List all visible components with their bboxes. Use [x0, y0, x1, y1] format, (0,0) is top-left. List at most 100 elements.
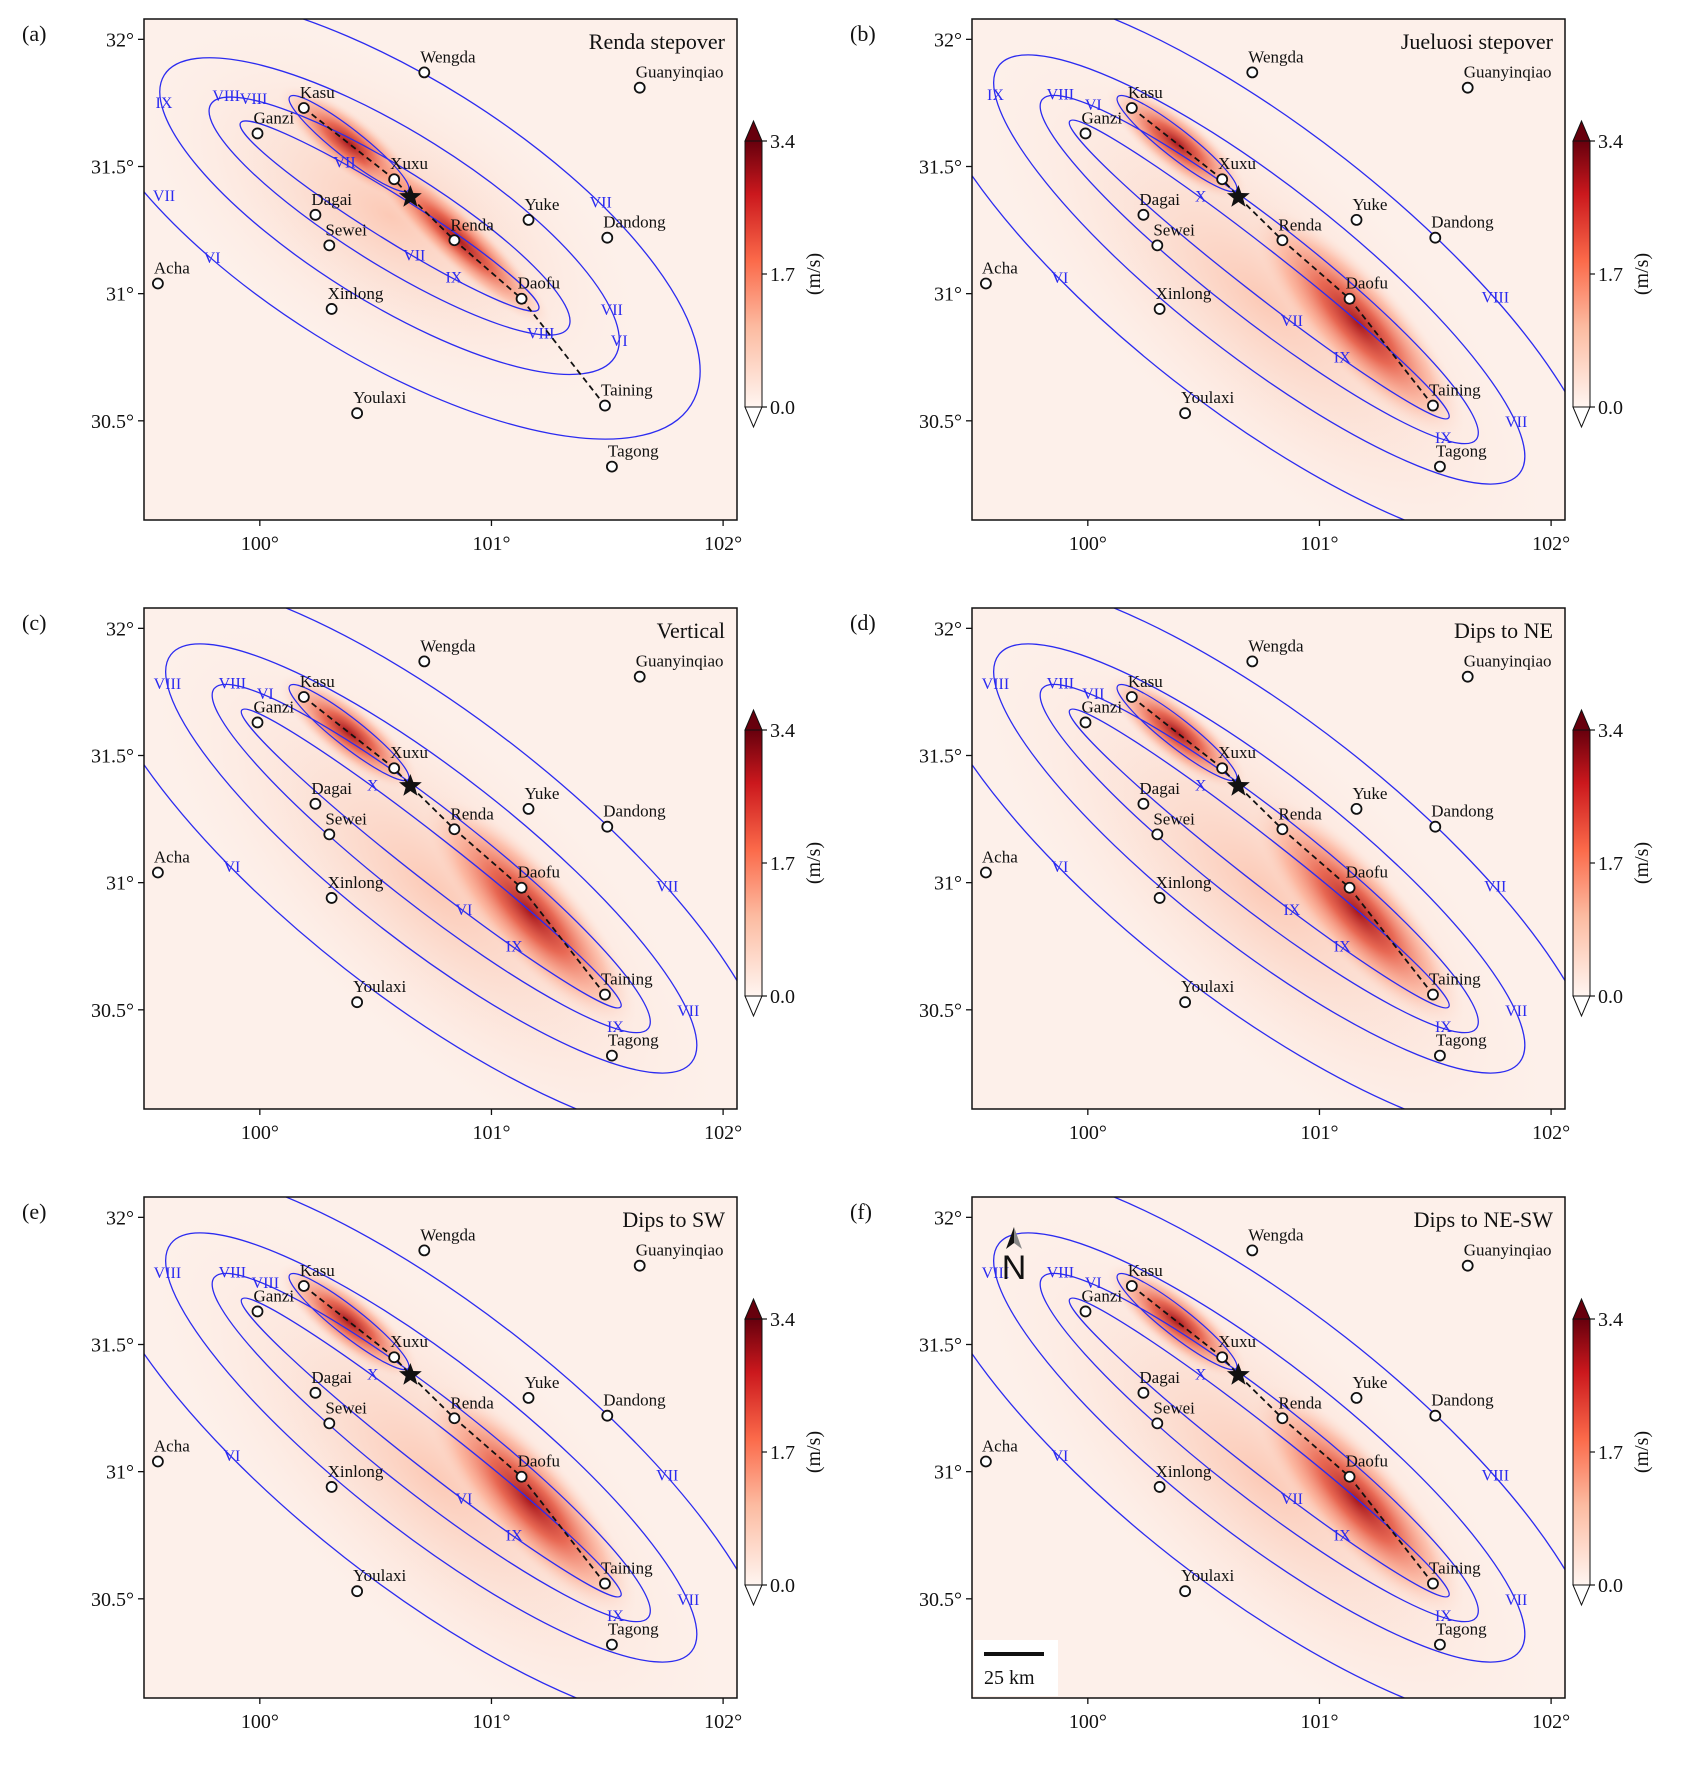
town-marker — [251, 716, 264, 729]
y-tick-label: 31.5° — [91, 746, 134, 768]
contour-label: VI — [224, 859, 241, 876]
contour-label: VII — [1281, 313, 1303, 330]
contour-label: VII — [153, 188, 175, 205]
town-label: Daofu — [518, 1452, 561, 1471]
town-label: Acha — [154, 258, 190, 277]
town-label: Guanyinqiao — [1464, 63, 1552, 82]
panel-title: Renda stepover — [589, 29, 726, 54]
town-marker — [323, 239, 336, 252]
town-label: Yuke — [525, 784, 560, 803]
town-marker — [1216, 762, 1229, 775]
town-label: Renda — [1278, 804, 1322, 823]
town-marker — [1179, 407, 1192, 420]
x-tick-label: 102° — [704, 1711, 742, 1733]
town-marker — [1461, 1259, 1474, 1272]
contour-label: VII — [1505, 1003, 1527, 1020]
town-label: Guanyinqiao — [1464, 652, 1552, 671]
colorbar-tick-label: 0.0 — [1598, 1575, 1623, 1597]
intensity-contour — [972, 19, 1565, 520]
town-label: Dagai — [1139, 190, 1180, 209]
intensity-contour — [1068, 119, 1450, 420]
town-marker — [1276, 234, 1289, 247]
contour-label: VII — [1505, 1592, 1527, 1609]
x-tick-label: 101° — [472, 1122, 510, 1144]
town-marker — [606, 1638, 618, 1651]
town-marker — [325, 1481, 338, 1493]
intensity-contour — [239, 120, 540, 312]
contour-label: VI — [455, 1491, 472, 1508]
contour-label: VIII — [1047, 87, 1075, 104]
town-label: Xinlong — [328, 1462, 384, 1481]
intensity-contour — [993, 1232, 1526, 1663]
town-marker — [388, 1351, 401, 1364]
town-label: Wengda — [1248, 47, 1304, 66]
town-marker — [979, 866, 992, 879]
town-marker — [1079, 127, 1092, 140]
town-label: Dagai — [311, 1368, 352, 1387]
town-marker — [601, 231, 614, 244]
contour-label: VIII — [219, 1265, 247, 1282]
intensity-contour — [211, 1272, 651, 1623]
contour-label: VI — [257, 686, 274, 703]
x-tick-label: 102° — [704, 533, 742, 555]
intensity-contour — [1116, 683, 1238, 782]
town-label: Yuke — [1353, 784, 1388, 803]
town-label: Dagai — [311, 190, 352, 209]
y-tick-label: 31° — [106, 873, 134, 895]
intensity-contour — [1039, 683, 1479, 1034]
map-area: IX VIII VII VI X IX IX VIII VII VI Kasu Ganzi Xuxu Da… — [972, 19, 1565, 520]
intensity-contour — [144, 608, 737, 1109]
colorbar-extend-top — [744, 708, 763, 731]
contour-label: IX — [987, 87, 1004, 104]
map-frame — [971, 1196, 1566, 1699]
town-label: Sewei — [325, 1398, 367, 1417]
intensity-contour — [165, 1232, 698, 1663]
town-label: Youlaxi — [1181, 1566, 1234, 1585]
contour-label: VII — [656, 1468, 678, 1485]
x-tick-label: 102° — [1532, 1711, 1570, 1733]
intensity-contour — [208, 96, 571, 336]
town-label: Dandong — [603, 213, 666, 232]
x-tick-label: 102° — [1532, 533, 1570, 555]
shaking-glow — [1249, 795, 1466, 1029]
town-label: Kasu — [300, 1261, 335, 1280]
town-label: Ganzi — [1082, 697, 1123, 716]
colorbar-extend-bottom — [744, 406, 763, 429]
shaking-glow — [1106, 674, 1248, 792]
town-label: Ganzi — [254, 108, 295, 127]
town-label: Ganzi — [254, 697, 295, 716]
town-label: Taining — [601, 381, 653, 400]
shaking-glow — [421, 795, 638, 1029]
intensity-contour — [972, 608, 1565, 1109]
town-label: Daofu — [518, 274, 561, 293]
epicenter — [1226, 185, 1250, 207]
intensity-contour — [165, 643, 698, 1074]
y-tick-label: 30.5° — [919, 1000, 962, 1022]
intensity-contour — [211, 683, 651, 1034]
shaking-glow — [278, 674, 420, 792]
town-label: Tagong — [608, 1031, 659, 1050]
town-label: Ganzi — [254, 1286, 295, 1305]
contour-label: VII — [1281, 1491, 1303, 1508]
town-label: Xinlong — [328, 284, 384, 303]
town-marker — [418, 655, 431, 668]
contour-label: VIII — [154, 676, 182, 693]
town-marker — [1079, 1305, 1092, 1318]
y-tick-label: 30.5° — [919, 411, 962, 433]
contour-label: VII — [1484, 879, 1506, 896]
contour-label: IX — [1334, 1527, 1351, 1544]
town-label: Wengda — [420, 636, 476, 655]
town-label: Ganzi — [1082, 1286, 1123, 1305]
contour-label: IX — [1283, 902, 1300, 919]
town-label: Guanyinqiao — [1464, 1241, 1552, 1260]
fault-trace — [303, 107, 606, 407]
town-label: Taining — [1429, 970, 1481, 989]
contour-label: VI — [1052, 270, 1069, 287]
town-label: Dandong — [603, 1391, 666, 1410]
town-label: Youlaxi — [1181, 388, 1234, 407]
contour-label: IX — [607, 1608, 624, 1625]
x-tick-label: 100° — [241, 1711, 279, 1733]
x-tick-label: 101° — [472, 1711, 510, 1733]
panel-title: Dips to NE — [1454, 618, 1553, 643]
town-marker — [151, 1455, 164, 1468]
